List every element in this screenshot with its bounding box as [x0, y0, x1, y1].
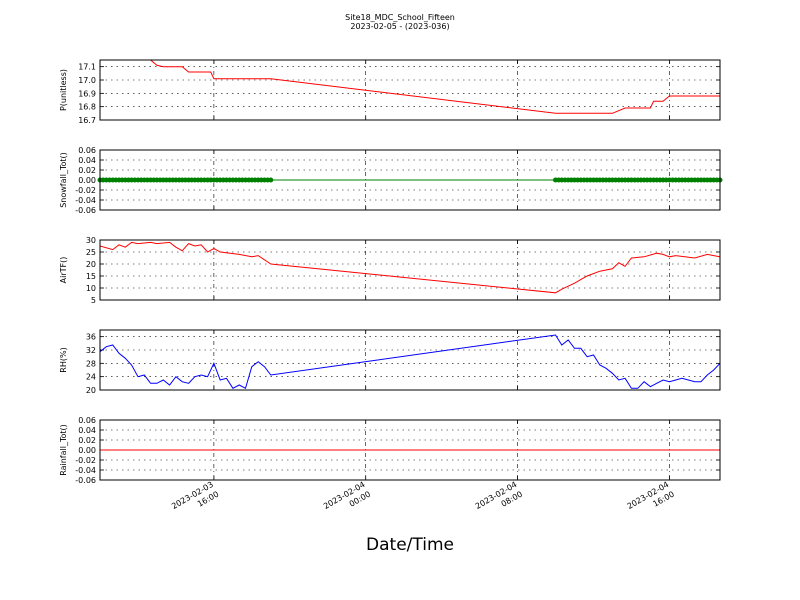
plot-frame — [99, 419, 721, 481]
y-tick-label: 0.06 — [78, 416, 96, 425]
y-tick-label: 30 — [86, 236, 96, 245]
data-point — [268, 177, 274, 183]
x-axis-label: Date/Time — [366, 535, 454, 555]
y-tick-label: -0.02 — [75, 456, 96, 465]
y-tick-label: 0.00 — [78, 446, 96, 455]
y-tick-label: 0.00 — [78, 176, 96, 185]
y-tick-label: 15 — [86, 272, 96, 281]
chart-panels: 16.716.816.917.017.1P(unitless)-0.06-0.0… — [59, 59, 723, 485]
chart-title-line1: Site18_MDC_School_Fifteen — [345, 13, 455, 22]
panel-1: 16.7 16.8 16.9 17.0 17.1 P(unitless) — [59, 59, 721, 125]
plot-frame — [99, 59, 721, 121]
y-tick-label: 17.1 — [78, 63, 96, 72]
y-tick-label: 32 — [86, 346, 96, 355]
series-line — [100, 241, 720, 294]
plot-frame — [99, 239, 721, 301]
y-axis-label: AirTF() — [59, 257, 68, 284]
y-tick-label: -0.06 — [75, 206, 96, 215]
y-axis-label: P(unitless) — [59, 69, 68, 111]
y-tick-label: 20 — [86, 260, 96, 269]
panel-5: -0.06-0.04-0.020.000.020.040.06 Rainfall_… — [59, 416, 721, 485]
y-tick-label: 0.02 — [78, 166, 96, 175]
y-axis-label: Rainfall_Tot() — [59, 424, 68, 476]
y-tick-label: -0.02 — [75, 186, 96, 195]
y-tick-label: 20 — [86, 386, 96, 395]
y-tick-label: 25 — [86, 248, 96, 257]
y-tick-label: 0.02 — [78, 436, 96, 445]
y-tick-label: 36 — [86, 333, 96, 342]
chart-title-line2: 2023-02-05 - (2023-036) — [350, 22, 449, 31]
panel-3: 5 10 15 20 25 30 AirTF() — [59, 236, 721, 305]
y-tick-label: 10 — [86, 284, 96, 293]
series-line — [150, 60, 720, 114]
y-tick-label: 5 — [91, 296, 96, 305]
series-line — [100, 334, 720, 390]
y-tick-label: 16.9 — [78, 89, 96, 98]
y-tick-label: -0.06 — [75, 476, 96, 485]
plot-frame — [99, 329, 721, 391]
y-tick-label: -0.04 — [75, 466, 96, 475]
y-tick-label: 0.06 — [78, 146, 96, 155]
panel-4: 20 24 28 32 36 RH(%) — [59, 329, 721, 395]
y-tick-label: 16.8 — [78, 103, 96, 112]
y-tick-label: 0.04 — [78, 426, 96, 435]
y-tick-label: -0.04 — [75, 196, 96, 205]
y-axis-label: Snowfall_Tot() — [59, 152, 68, 208]
y-tick-label: 17.0 — [78, 76, 96, 85]
y-tick-label: 24 — [86, 373, 96, 382]
y-tick-label: 28 — [86, 359, 96, 368]
y-axis-label: RH(%) — [59, 347, 68, 372]
y-tick-label: 16.7 — [78, 116, 96, 125]
panel-2: -0.06-0.04-0.020.000.020.040.06 Snowfall_… — [59, 146, 723, 215]
plot-frame — [99, 149, 721, 211]
y-tick-label: 0.04 — [78, 156, 96, 165]
